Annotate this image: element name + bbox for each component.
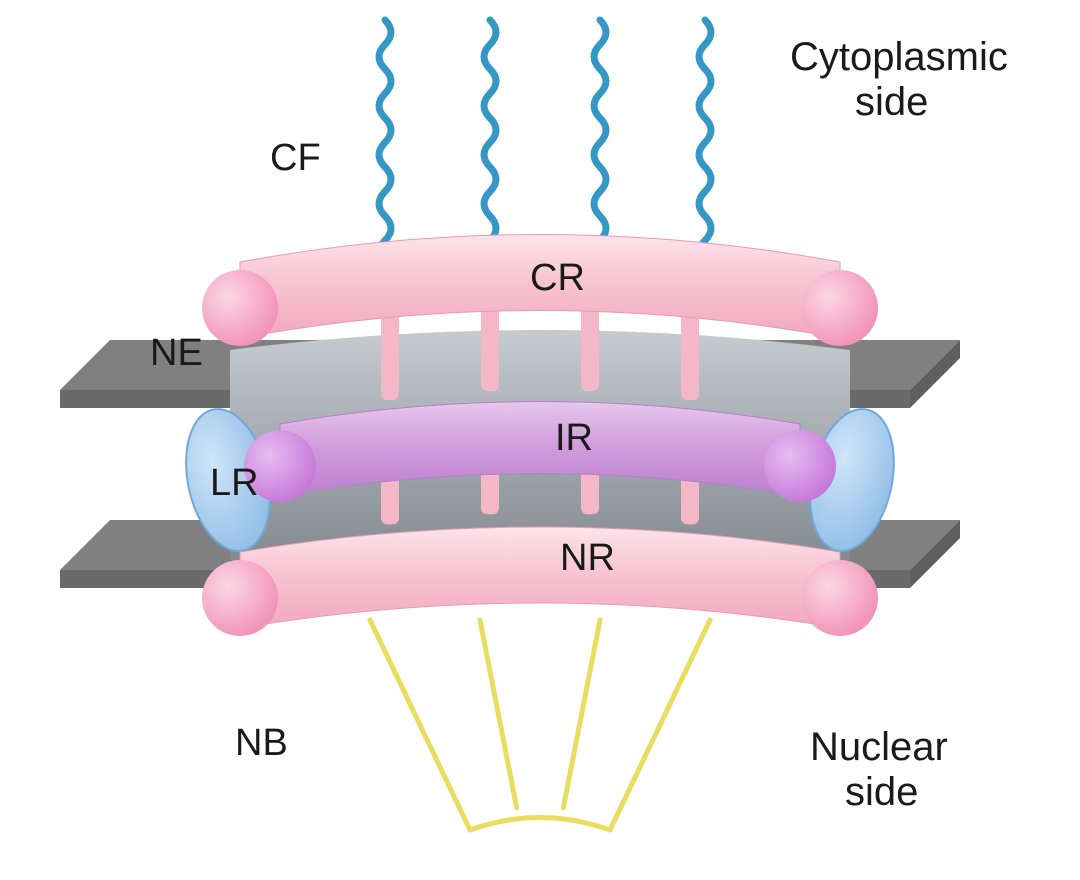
basket-filament	[610, 620, 710, 830]
label-nr: NR	[560, 537, 615, 579]
basket-filament	[370, 620, 470, 830]
label-nb: NB	[235, 722, 288, 764]
nr-ring	[202, 527, 878, 636]
basket-filament	[480, 620, 517, 808]
cytoplasmic-filament	[594, 20, 606, 265]
label-nuclear-side-2: side	[845, 770, 918, 814]
label-cytoplasmic-side-2: side	[855, 80, 928, 124]
basket-distal-ring	[470, 818, 610, 831]
basket-filament	[563, 620, 600, 808]
cytoplasmic-filament	[484, 20, 496, 265]
label-ir: IR	[555, 417, 593, 459]
label-cr: CR	[530, 257, 585, 299]
cytoplasmic-filaments	[379, 20, 711, 265]
npc-diagram: CF NE CR IR LR NR NB Cytoplasmic side Nu…	[0, 0, 1080, 880]
label-cytoplasmic-side-1: Cytoplasmic	[790, 35, 1008, 79]
label-lr: LR	[210, 462, 259, 504]
label-cf: CF	[270, 137, 321, 179]
label-nuclear-side-1: Nuclear	[810, 725, 948, 769]
label-ne: NE	[150, 332, 203, 374]
cytoplasmic-filament	[379, 20, 391, 265]
cytoplasmic-filament	[699, 20, 711, 265]
nuclear-basket	[370, 620, 710, 830]
